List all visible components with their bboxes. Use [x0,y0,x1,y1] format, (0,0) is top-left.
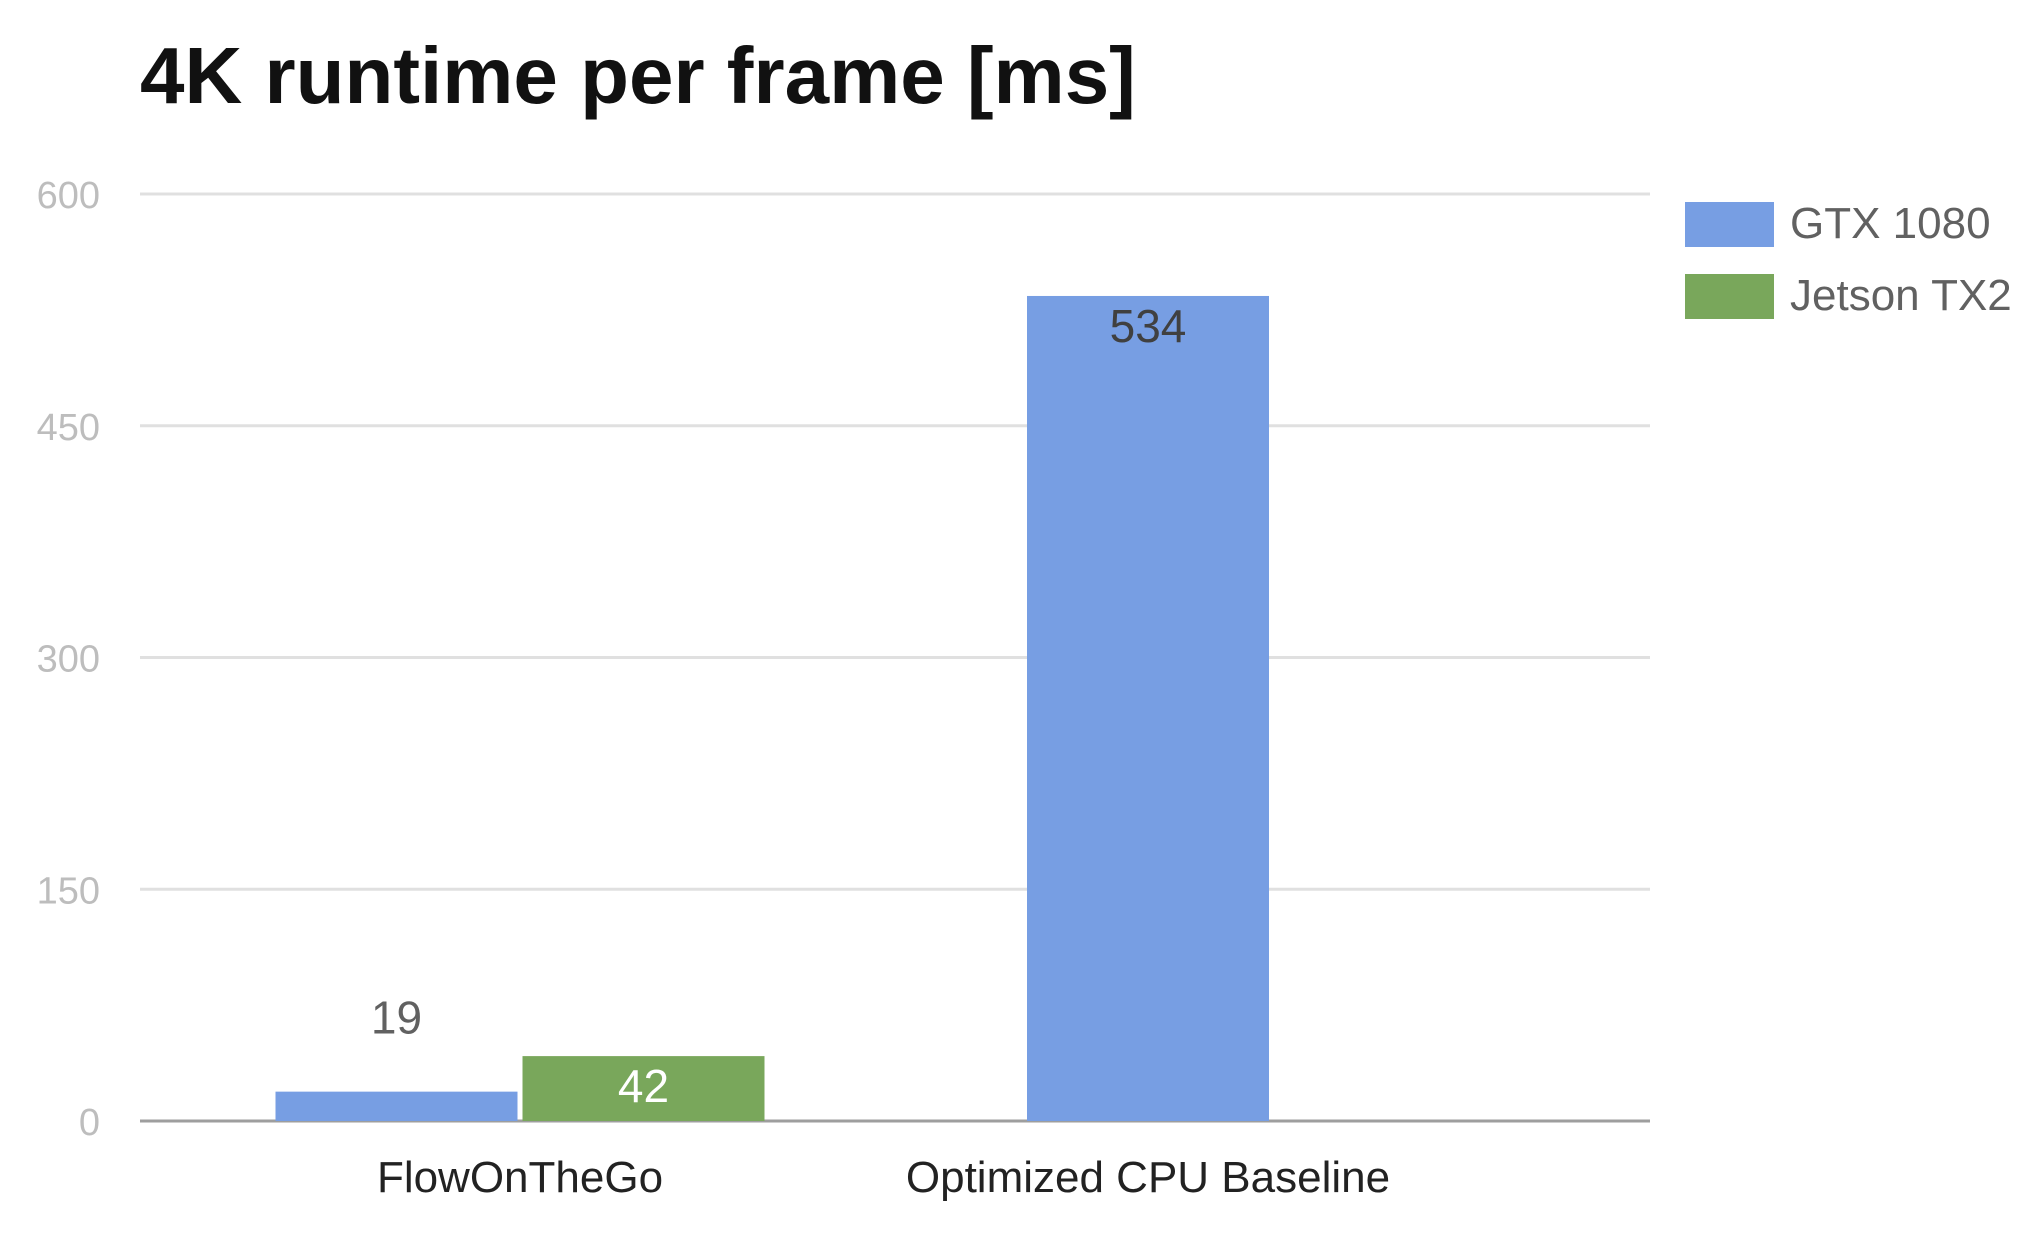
y-tick-label: 450 [37,407,100,449]
data-label: 534 [1110,300,1187,352]
legend-label: GTX 1080 [1790,199,1991,248]
legend: GTX 1080 Jetson TX2 [1685,188,2012,332]
legend-swatch-gtx-1080 [1685,201,1774,247]
legend-label: Jetson TX2 [1790,271,2012,320]
data-label: 19 [371,992,422,1044]
data-label: 42 [618,1060,669,1112]
x-tick-label: Optimized CPU Baseline [906,1153,1390,1202]
y-tick-label: 600 [37,175,100,217]
chart-title: 4K runtime per frame [ms] [140,31,1136,120]
y-tick-label: 150 [37,870,100,912]
legend-item-gtx-1080[interactable]: GTX 1080 [1685,188,2012,260]
y-tick-label: 0 [79,1102,100,1144]
legend-swatch-jetson-tx2 [1685,273,1774,319]
legend-item-jetson-tx2[interactable]: Jetson TX2 [1685,260,2012,332]
bar [1027,295,1269,1122]
bar [275,1091,518,1121]
bar [522,1056,765,1121]
y-tick-label: 300 [37,639,100,681]
x-tick-label: FlowOnTheGo [377,1153,663,1202]
